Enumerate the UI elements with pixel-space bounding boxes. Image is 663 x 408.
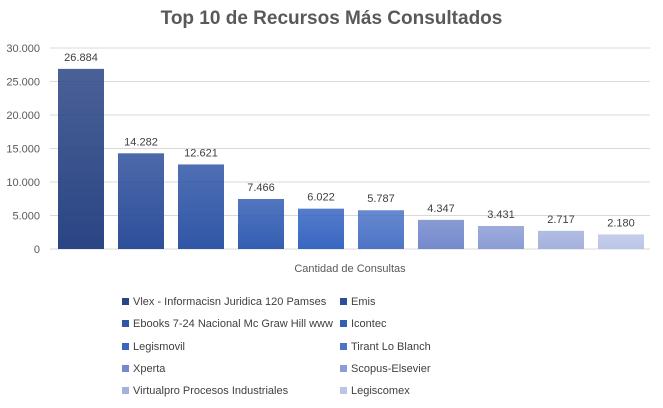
legend-item: Icontec: [340, 318, 386, 330]
legend-swatch: [122, 364, 129, 372]
legend-item: Legismovil: [122, 341, 185, 353]
legend-label: Xperta: [133, 362, 166, 375]
legend-label: Legiscomex: [351, 385, 410, 398]
legend-label: Emis: [351, 296, 376, 308]
legend-swatch: [340, 387, 347, 395]
y-tick-label: 0: [34, 244, 40, 256]
plot-area: 0 5.000 10.000 15.000 20.000 25.000 30.000 26.8…: [6, 43, 650, 275]
bar: [58, 68, 104, 249]
data-label: 14.282: [124, 136, 158, 148]
legend-label: Icontec: [351, 318, 387, 331]
legend-label: Scopus-Elsevier: [351, 362, 431, 375]
y-tick-label: 15.000: [6, 144, 40, 156]
y-tick-label: 10.000: [6, 177, 40, 189]
data-label: 3.431: [487, 209, 515, 221]
legend-label: Vlex - Informacisn Juridica 120 Pamses: [133, 296, 327, 308]
legend-item: Ebooks 7-24 Nacional Mc Graw Hill www: [122, 318, 333, 330]
legend-item: Legiscomex: [340, 385, 410, 397]
legend-label: Tirant Lo Blanch: [351, 340, 431, 353]
bar: [118, 153, 164, 249]
x-axis-label: Cantidad de Consultas: [294, 263, 406, 275]
bar: [538, 230, 584, 249]
data-label: 2.180: [607, 217, 635, 229]
legend-swatch: [340, 342, 347, 350]
y-tick-label: 25.000: [6, 77, 40, 89]
legend-item: Xperta: [122, 363, 165, 375]
bar: [298, 208, 344, 249]
legend-item: Virtualpro Procesos Industriales: [122, 385, 288, 397]
bar: [358, 210, 404, 249]
legend-swatch: [122, 298, 129, 305]
y-tick-label: 5.000: [12, 211, 40, 223]
bar: [598, 234, 644, 249]
legend-item: Vlex - Informacisn Juridica 120 Pamses: [122, 296, 326, 308]
data-label: 26.884: [64, 52, 98, 64]
legend-label: Legismovil: [133, 340, 185, 353]
data-label: 12.621: [184, 147, 218, 159]
data-label: 6.022: [307, 192, 335, 204]
data-label: 2.717: [547, 214, 575, 226]
legend-label: Ebooks 7-24 Nacional Mc Graw Hill www: [133, 318, 333, 331]
legend-item: Scopus-Elsevier: [340, 363, 430, 375]
legend-swatch: [122, 320, 129, 328]
legend-swatch: [122, 387, 129, 395]
chart-title: Top 10 de Recursos Más Consultados: [160, 8, 503, 29]
y-tick-label: 30.000: [6, 43, 40, 55]
legend-label: Virtualpro Procesos Industriales: [133, 385, 289, 398]
legend-swatch: [340, 320, 347, 328]
data-label: 5.787: [367, 193, 395, 205]
legend-swatch: [340, 364, 347, 372]
data-label: 4.347: [427, 203, 455, 215]
y-tick-label: 20.000: [6, 110, 40, 122]
bar: [478, 226, 524, 249]
legend-swatch: [122, 342, 129, 350]
bar: [178, 164, 224, 249]
bar: [238, 198, 284, 249]
legend-swatch: [340, 298, 347, 305]
legend-item: Emis: [340, 296, 375, 308]
legend-item: Tirant Lo Blanch: [340, 341, 431, 353]
data-label: 7.466: [247, 182, 275, 194]
bar: [418, 219, 464, 249]
